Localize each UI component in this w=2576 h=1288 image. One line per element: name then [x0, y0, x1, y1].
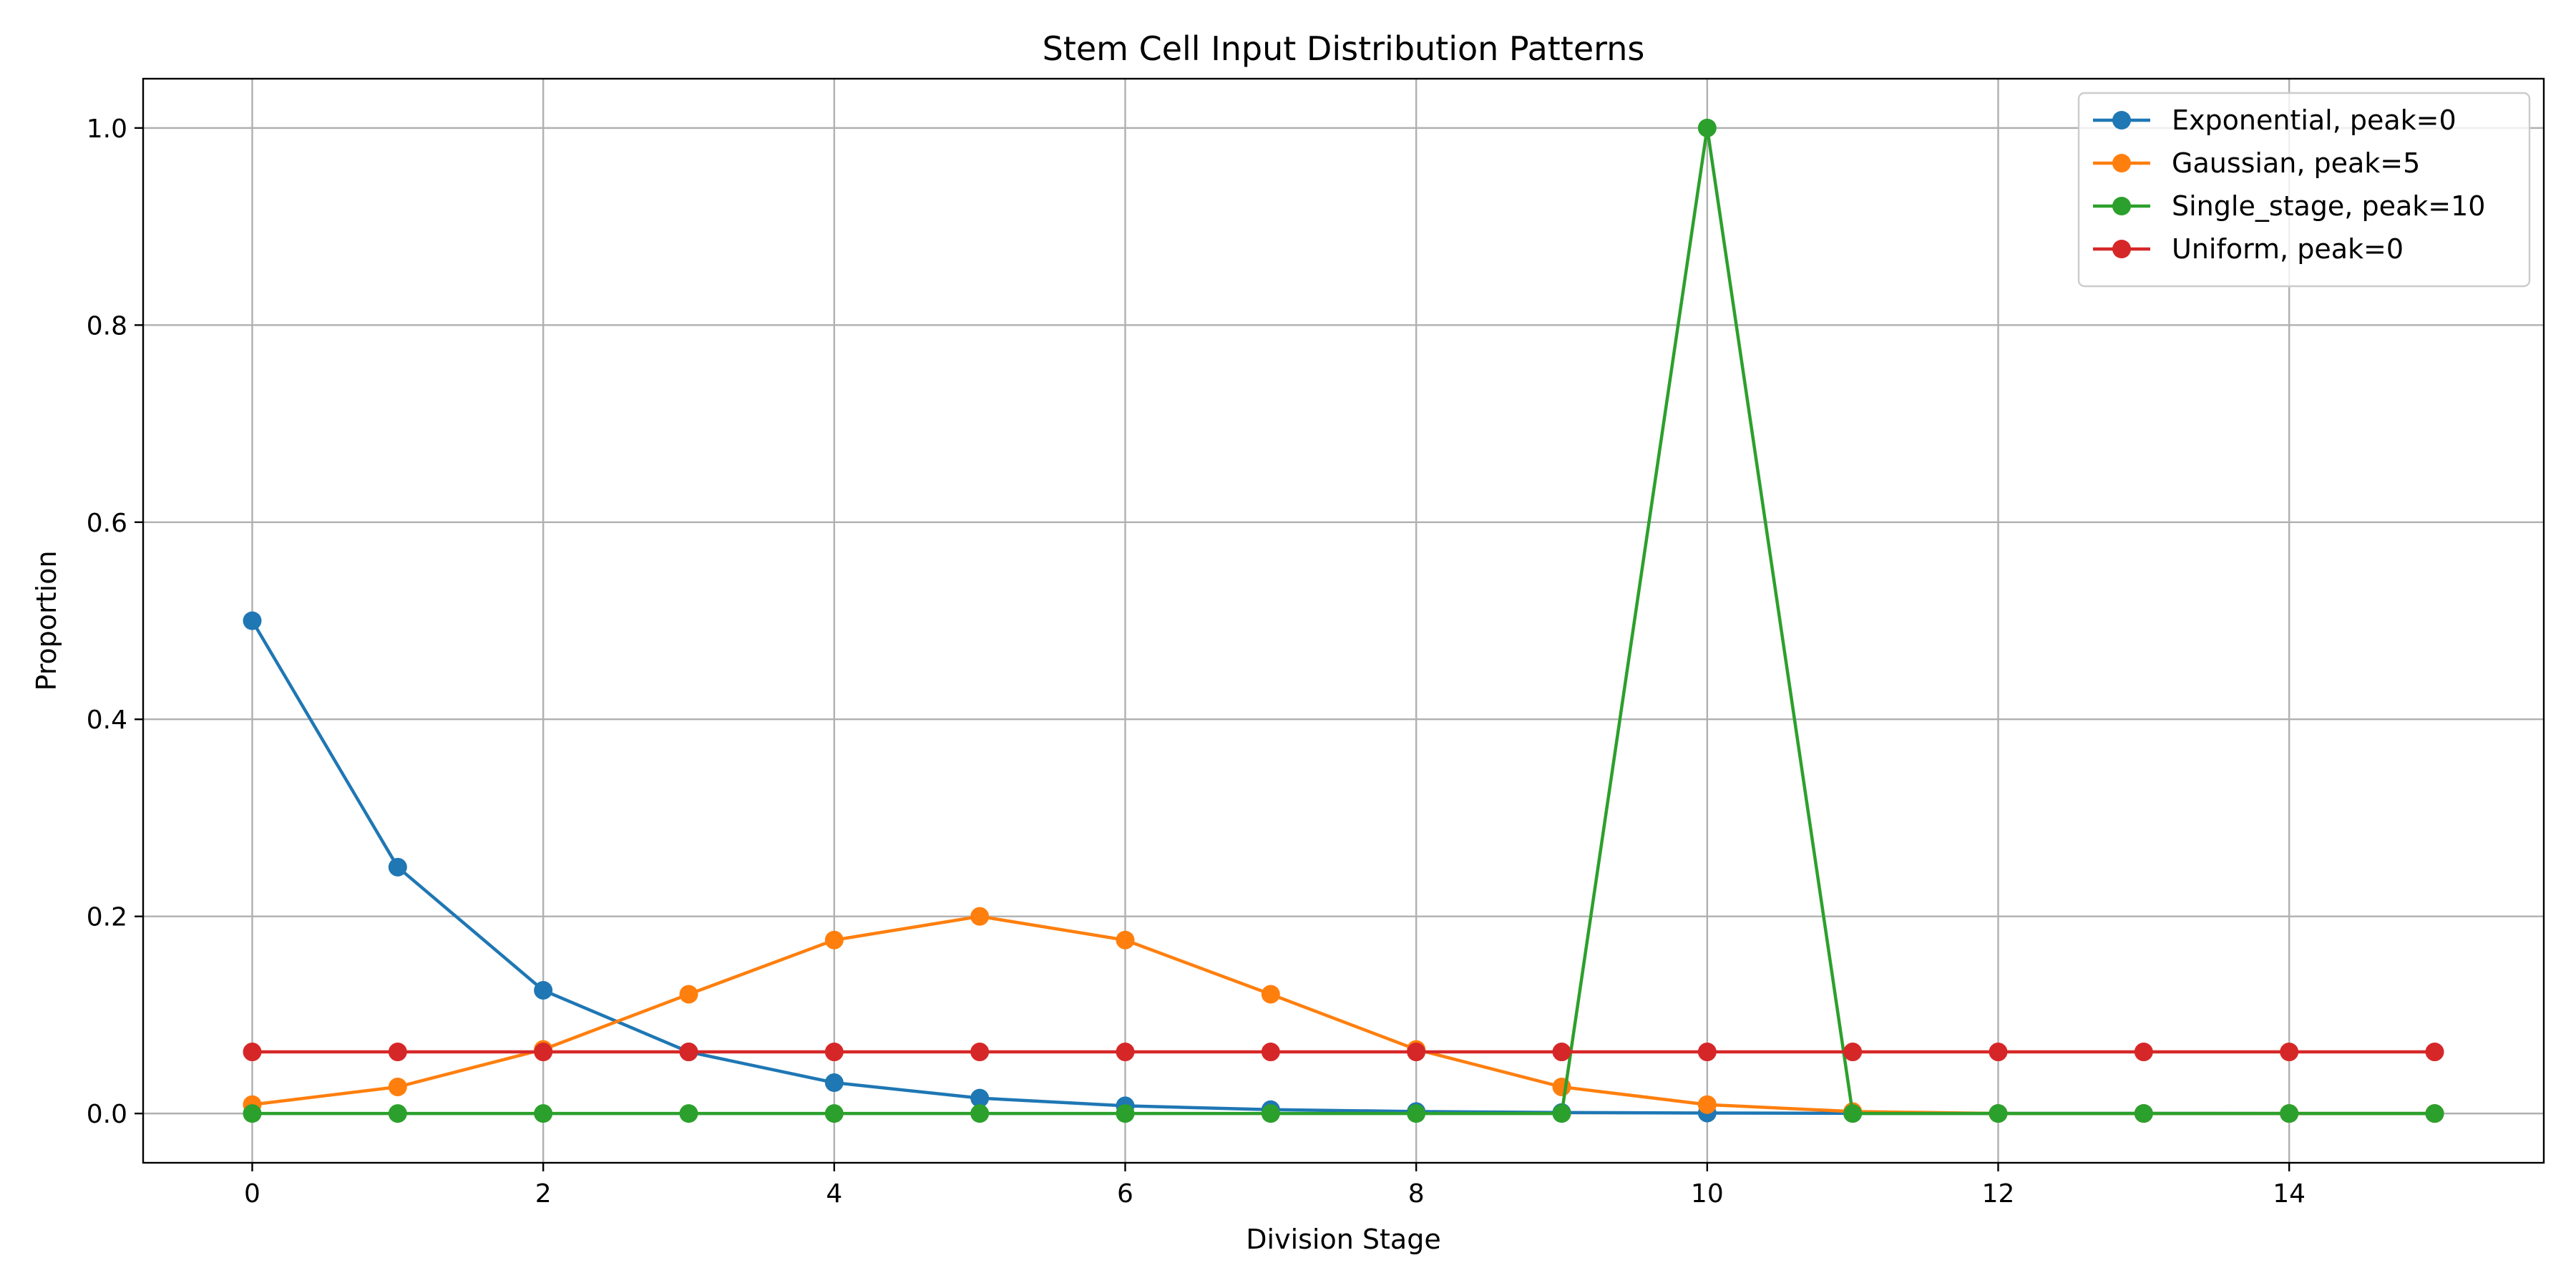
data-point: [2280, 1104, 2299, 1123]
legend-label: Gaussian, peak=5: [2172, 147, 2420, 179]
legend-box: [2077, 92, 2531, 288]
data-point: [388, 1077, 407, 1096]
data-point: [679, 1043, 698, 1062]
series-line: [252, 126, 2435, 1116]
data-point: [388, 857, 407, 877]
y-tick-label: 0.8: [87, 311, 127, 341]
data-point: [1697, 1043, 1717, 1062]
legend-marker: [2112, 240, 2131, 258]
data-point: [534, 980, 553, 1000]
data-point: [679, 985, 698, 1004]
plot-frame: [142, 77, 2545, 1164]
x-tick-label: 0: [244, 1179, 260, 1209]
data-point: [824, 1073, 844, 1093]
data-point: [824, 1104, 844, 1123]
data-point: [1552, 1104, 1571, 1123]
data-point: [824, 930, 844, 950]
series-layer: [243, 118, 2444, 1123]
data-point: [970, 1104, 990, 1123]
legend-marker: [2112, 154, 2131, 172]
data-point: [970, 1043, 990, 1062]
legend-label: Single_stage, peak=10: [2172, 190, 2485, 222]
data-point: [1552, 1043, 1571, 1062]
y-tick-label: 1.0: [87, 114, 127, 144]
data-point: [1261, 1043, 1280, 1062]
x-tick-label: 10: [1691, 1179, 1724, 1209]
data-point: [1989, 1043, 2008, 1062]
data-point: [2134, 1104, 2153, 1123]
legend-marker: [2112, 197, 2131, 215]
legend-marker: [2112, 111, 2131, 130]
data-point: [1116, 1043, 1135, 1062]
y-tick-label: 0.4: [87, 706, 127, 735]
data-point: [1843, 1043, 1863, 1062]
legend-item: Uniform, peak=0: [2093, 233, 2404, 265]
data-point: [824, 1043, 844, 1062]
data-point: [2134, 1043, 2153, 1062]
data-point: [970, 1088, 990, 1108]
series-2: [243, 118, 2444, 1123]
data-point: [1261, 985, 1280, 1004]
data-point: [2425, 1104, 2444, 1123]
y-tick-label: 0.2: [87, 903, 127, 932]
data-point: [388, 1104, 407, 1123]
y-axis-label: Proportion: [31, 550, 62, 691]
axis-ticks: 0 2 4 6 8 10 12 14 0.0 0.2 0.4 0.6 0.8 1.0: [87, 114, 2306, 1209]
data-point: [679, 1104, 698, 1123]
x-tick-label: 12: [1982, 1179, 2015, 1209]
data-point: [1407, 1043, 1426, 1062]
legend: Exponential, peak=0 Gaussian, peak=5 Singl…: [2077, 92, 2531, 288]
data-point: [534, 1104, 553, 1123]
legend-item: Single_stage, peak=10: [2093, 190, 2485, 222]
legend-label: Uniform, peak=0: [2172, 233, 2404, 265]
data-point: [1843, 1104, 1863, 1123]
x-tick-label: 2: [535, 1179, 552, 1209]
y-tick-label: 0.0: [87, 1100, 127, 1129]
data-point: [1116, 930, 1135, 950]
x-tick-label: 8: [1408, 1179, 1425, 1209]
data-point: [2280, 1043, 2299, 1062]
data-point: [1697, 1095, 1717, 1114]
data-point: [1407, 1104, 1426, 1123]
data-point: [2425, 1043, 2444, 1062]
data-point: [970, 907, 990, 926]
data-point: [1989, 1104, 2008, 1123]
chart-title: Stem Cell Input Distribution Patterns: [1043, 29, 1645, 68]
x-tick-label: 4: [826, 1179, 842, 1209]
data-point: [1697, 118, 1717, 137]
data-point: [388, 1043, 407, 1062]
legend-item: Gaussian, peak=5: [2093, 147, 2420, 179]
legend-label: Exponential, peak=0: [2172, 104, 2457, 136]
data-point: [243, 611, 262, 630]
data-point: [243, 1104, 262, 1123]
x-axis-label: Division Stage: [1246, 1224, 1440, 1255]
series-3: [243, 1043, 2444, 1062]
legend-item: Exponential, peak=0: [2093, 104, 2457, 136]
x-tick-label: 14: [2273, 1179, 2306, 1209]
data-point: [1261, 1104, 1280, 1123]
y-tick-label: 0.6: [87, 509, 127, 538]
x-tick-label: 6: [1117, 1179, 1133, 1209]
data-point: [1116, 1104, 1135, 1123]
data-point: [534, 1043, 553, 1062]
data-point: [243, 1043, 262, 1062]
